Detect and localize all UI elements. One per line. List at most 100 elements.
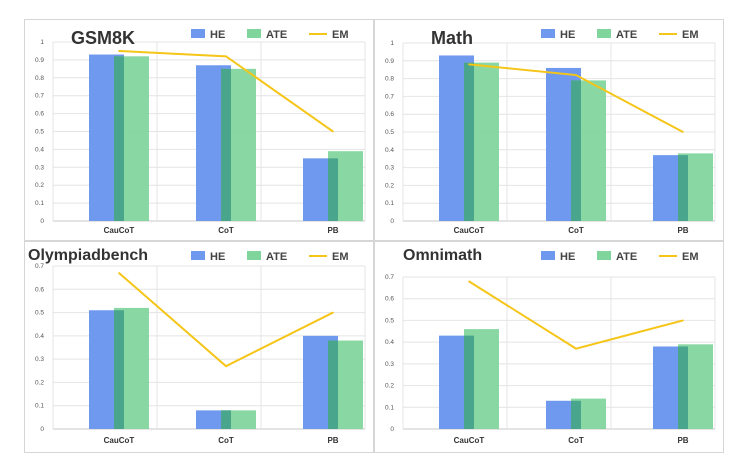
y-tick-label: 1 (40, 39, 44, 46)
y-tick-label: 0.6 (35, 286, 44, 293)
legend-swatch-ate (247, 251, 261, 260)
y-tick-label: 0.4 (35, 333, 44, 340)
bar-overlap-pb (678, 155, 688, 221)
y-tick-label: 0.7 (35, 93, 44, 100)
y-tick-label: 0.4 (385, 339, 394, 346)
y-tick-label: 0.2 (35, 379, 44, 386)
point-em (575, 347, 577, 350)
x-tick-label: PB (327, 226, 338, 235)
chart-svg-olympiadbench: 0 0.1 0.2 0.3 0.4 0.5 0.6 0.7 CauCoT CoT PB Olympia… (28, 247, 366, 445)
legend-swatch-ate (597, 251, 611, 260)
chart-panel-math: 0 0.1 0.2 0.3 0.4 0.5 0.6 0.7 0.8 0.9 1 CauCoT CoT PB… (374, 19, 724, 241)
point-em (332, 130, 334, 133)
legend-label-he: HE (560, 29, 575, 41)
point-em (332, 311, 334, 314)
y-tick-label: 0.1 (35, 403, 44, 410)
x-tick-label: PB (677, 436, 688, 445)
y-tick-label: 0.3 (385, 361, 394, 368)
line-em (468, 280, 684, 350)
chart-panel-olympiadbench: 0 0.1 0.2 0.3 0.4 0.5 0.6 0.7 CauCoT CoT PB Olympia… (24, 241, 374, 453)
y-tick-label: 0.4 (35, 146, 44, 153)
point-em (118, 50, 120, 52)
y-tick-label: 0.3 (35, 164, 44, 171)
y-tick-label: 0.6 (35, 111, 44, 118)
legend-swatch-he (191, 251, 205, 260)
y-tick-label: 1 (390, 40, 394, 47)
x-tick-label: CoT (218, 226, 234, 235)
legend-label-em: EM (682, 251, 699, 263)
bar-overlap-caucot (464, 62, 474, 221)
y-tick-label: 0.7 (385, 93, 394, 100)
x-tick-label: CoT (218, 436, 234, 445)
y-tick-label: 0.3 (385, 165, 394, 172)
point-em (225, 365, 227, 367)
y-tick-label: 0.7 (385, 274, 394, 281)
point-em (682, 131, 684, 133)
bar-overlap-caucot (464, 335, 474, 429)
legend-label-ate: ATE (266, 251, 287, 263)
point-em (468, 280, 470, 283)
legend-label-ate: ATE (616, 251, 637, 263)
y-tick-label: 0.9 (35, 57, 44, 64)
legend-label-em: EM (332, 251, 349, 263)
y-tick-label: 0 (40, 426, 44, 433)
legend-label-he: HE (210, 29, 225, 41)
x-tick-label: CauCoT (454, 226, 485, 235)
y-tick-label: 0.4 (385, 147, 394, 154)
y-tick-label: 0.1 (385, 200, 394, 207)
y-tick-label: 0.5 (35, 129, 44, 136)
x-tick-label: PB (327, 436, 338, 445)
x-tick-label: CauCoT (454, 436, 485, 445)
legend-label-em: EM (332, 29, 349, 41)
y-tick-label: 0 (390, 426, 394, 433)
bar-overlap-pb (328, 340, 338, 429)
y-tick-label: 0.8 (385, 76, 394, 83)
point-em (575, 74, 577, 76)
bar-overlap-cot (571, 80, 581, 221)
legend-swatch-he (541, 29, 555, 38)
y-tick-label: 0.7 (35, 263, 44, 270)
y-tick-label: 0.6 (385, 111, 394, 118)
x-tick-label: CauCoT (104, 436, 135, 445)
y-tick-label: 0.2 (35, 182, 44, 189)
chart-panel-omnimath: 0 0.1 0.2 0.3 0.4 0.5 0.6 0.7 CauCoT CoT PB Omnimat… (374, 241, 724, 453)
x-tick-label: CauCoT (104, 226, 135, 235)
bar-overlap-caucot (114, 56, 124, 221)
y-tick-label: 0 (40, 218, 44, 225)
bar-overlap-cot (221, 410, 231, 429)
legend-label-he: HE (560, 251, 575, 263)
point-em (468, 63, 470, 66)
y-tick-label: 0.5 (35, 310, 44, 317)
y-tick-label: 0.2 (385, 383, 394, 390)
legend-label-ate: ATE (266, 29, 287, 41)
y-tick-label: 0.3 (35, 356, 44, 363)
legend-swatch-ate (597, 29, 611, 38)
x-tick-label: PB (677, 226, 688, 235)
chart-title: Omnimath (403, 247, 482, 264)
point-em (118, 272, 120, 274)
chart-title: GSM8K (71, 28, 135, 48)
x-tick-label: CoT (568, 226, 584, 235)
y-tick-label: 0.1 (385, 404, 394, 411)
y-tick-label: 0.6 (385, 296, 394, 303)
y-tick-label: 0.5 (385, 317, 394, 324)
legend-label-em: EM (682, 29, 699, 41)
y-tick-label: 0 (390, 218, 394, 225)
y-tick-label: 0.5 (385, 129, 394, 136)
y-tick-label: 0.9 (385, 58, 394, 65)
bar-overlap-caucot (114, 310, 124, 429)
chart-title: Olympiadbench (28, 247, 148, 264)
legend-swatch-he (541, 251, 555, 260)
bar-overlap-pb (678, 346, 688, 429)
legend-swatch-ate (247, 29, 261, 38)
point-em (225, 55, 227, 58)
chart-svg-omnimath: 0 0.1 0.2 0.3 0.4 0.5 0.6 0.7 CauCoT CoT PB Omnimat… (385, 247, 716, 445)
chart-svg-gsm8k: 0 0.1 0.2 0.3 0.4 0.5 0.6 0.7 0.8 0.9 1 CauCoT CoT PB… (35, 28, 366, 235)
y-tick-label: 0.1 (35, 200, 44, 207)
chart-svg-math: 0 0.1 0.2 0.3 0.4 0.5 0.6 0.7 0.8 0.9 1 CauCoT CoT PB… (385, 28, 716, 235)
point-em (682, 319, 684, 322)
line-em (118, 272, 334, 368)
chart-title: Math (431, 28, 473, 48)
y-tick-label: 0.8 (35, 75, 44, 82)
bar-overlap-cot (571, 400, 581, 429)
